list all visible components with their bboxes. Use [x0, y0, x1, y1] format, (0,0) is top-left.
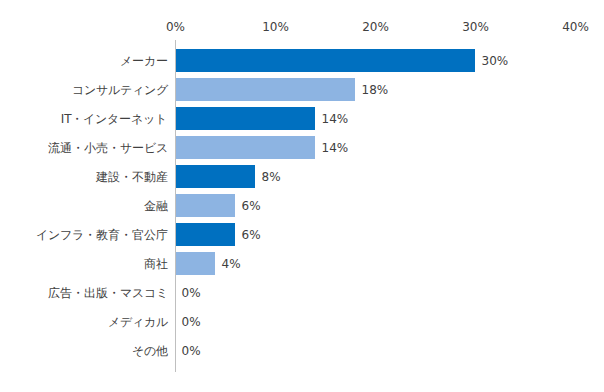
svg-text:IT・インターネット: IT・インターネット	[61, 112, 168, 126]
svg-text:コンサルティング: コンサルティング	[72, 83, 169, 97]
svg-text:0%: 0%	[182, 315, 201, 329]
svg-text:30%: 30%	[482, 54, 509, 68]
svg-text:6%: 6%	[242, 199, 261, 213]
svg-text:インフラ・教育・官公庁: インフラ・教育・官公庁	[36, 228, 168, 242]
svg-text:0%: 0%	[182, 286, 201, 300]
svg-text:14%: 14%	[322, 141, 349, 155]
svg-text:流通・小売・サービス: 流通・小売・サービス	[48, 141, 168, 155]
svg-text:商社: 商社	[144, 257, 168, 271]
svg-text:広告・出版・マスコミ: 広告・出版・マスコミ	[48, 286, 168, 300]
svg-text:メディカル: メディカル	[108, 315, 168, 329]
svg-text:建設・不動産: 建設・不動産	[95, 170, 168, 184]
svg-text:18%: 18%	[362, 83, 389, 97]
svg-text:40%: 40%	[562, 20, 589, 34]
svg-text:30%: 30%	[462, 20, 489, 34]
svg-text:4%: 4%	[222, 257, 241, 271]
svg-text:10%: 10%	[262, 20, 289, 34]
svg-text:0%: 0%	[182, 344, 201, 358]
svg-text:14%: 14%	[322, 112, 349, 126]
svg-text:0%: 0%	[166, 20, 185, 34]
svg-text:20%: 20%	[362, 20, 389, 34]
svg-text:金融: 金融	[144, 199, 168, 213]
svg-text:メーカー: メーカー	[120, 54, 168, 68]
svg-text:その他: その他	[132, 344, 168, 358]
svg-text:8%: 8%	[262, 170, 281, 184]
svg-text:6%: 6%	[242, 228, 261, 242]
